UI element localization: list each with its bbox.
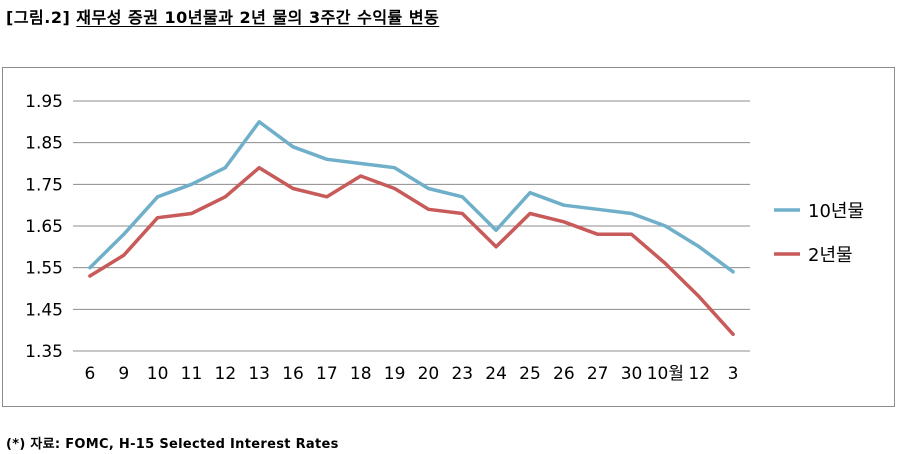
data-point	[731, 333, 735, 336]
data-point	[88, 266, 92, 269]
data-point	[427, 208, 430, 211]
x-tick-label: 12	[688, 364, 710, 384]
x-tick-label: 13	[248, 364, 270, 384]
data-point	[190, 183, 193, 186]
x-tick-label: 16	[282, 364, 304, 384]
series-line-1	[88, 120, 735, 274]
x-tick-label: 18	[350, 364, 372, 384]
x-tick-label: 30	[621, 364, 643, 384]
y-tick-label: 1.55	[25, 259, 63, 279]
data-point	[630, 233, 633, 236]
source-note: (*) 자료: FOMC, H-15 Selected Interest Rat…	[6, 437, 339, 452]
data-point	[528, 212, 532, 215]
data-point	[698, 295, 701, 299]
data-point	[359, 174, 362, 178]
data-point	[494, 228, 498, 232]
data-point	[156, 195, 159, 199]
data-point	[359, 162, 362, 165]
data-point	[291, 145, 295, 149]
x-tick-label: 10월	[647, 364, 684, 384]
data-point	[427, 187, 430, 190]
x-tick-label: 9	[118, 364, 129, 384]
data-point	[562, 220, 566, 224]
data-point	[528, 191, 532, 194]
data-point	[562, 203, 566, 207]
data-point	[494, 245, 498, 249]
x-tick-label: 23	[451, 364, 473, 384]
y-tick-label: 1.65	[25, 217, 63, 237]
figure-title: [그림.2] 재무성 증권 10년물과 2년 물의 3주간 수익률 변동	[6, 4, 439, 28]
data-point	[664, 262, 667, 265]
data-point	[122, 253, 125, 257]
data-point	[596, 208, 599, 211]
x-tick-label: 20	[418, 364, 440, 384]
legend-label: 2년물	[808, 245, 853, 266]
x-tick-label: 19	[384, 364, 406, 384]
series-line-2	[88, 165, 735, 337]
x-tick-label: 25	[519, 364, 541, 384]
legend: 10년물 2년물	[774, 201, 864, 266]
data-point	[630, 212, 633, 215]
x-tick-label: 3	[728, 364, 739, 384]
x-tick-label: 12	[215, 364, 237, 384]
data-point	[393, 187, 396, 190]
data-point	[664, 224, 667, 228]
y-tick-label: 1.45	[25, 300, 63, 320]
data-point	[325, 158, 329, 161]
data-point	[325, 195, 329, 199]
data-point	[190, 212, 193, 215]
data-point	[224, 166, 227, 169]
figure-title-text: 재무성 증권 10년물과 2년 물의 3주간 수익률 변동	[76, 8, 440, 27]
x-axis-labels: 6 9 10 11 12 13 16 17 18 19 20 23 24 25 26 27 30 10월 12 3	[85, 364, 739, 384]
x-tick-label: 6	[85, 364, 96, 384]
data-point	[461, 195, 464, 199]
y-axis-labels: 1.35 1.45 1.55 1.65 1.75 1.85 1.95	[25, 92, 63, 362]
data-point	[596, 233, 599, 236]
data-point	[122, 233, 125, 236]
x-tick-label: 24	[485, 364, 507, 384]
y-tick-label: 1.85	[25, 134, 63, 154]
figure-number: [그림.2]	[6, 8, 71, 27]
y-tick-label: 1.35	[25, 342, 63, 362]
data-point	[461, 212, 464, 215]
chart-frame	[2, 67, 895, 407]
y-tick-label: 1.95	[25, 92, 63, 112]
series-lines	[88, 120, 735, 337]
x-tick-label: 11	[181, 364, 203, 384]
gridlines	[73, 100, 750, 352]
data-point	[224, 195, 227, 199]
y-tick-label: 1.75	[25, 175, 63, 195]
x-tick-label: 17	[316, 364, 338, 384]
legend-label: 10년물	[808, 201, 864, 222]
x-tick-label: 10	[147, 364, 169, 384]
x-tick-label: 26	[553, 364, 575, 384]
data-point	[731, 270, 735, 274]
data-point	[257, 120, 261, 124]
data-point	[698, 245, 701, 249]
data-point	[393, 166, 396, 169]
x-tick-label: 27	[587, 364, 609, 384]
data-point	[88, 274, 92, 278]
data-point	[156, 216, 159, 219]
data-point	[257, 166, 261, 169]
line-chart: 1.35 1.45 1.55 1.65 1.75 1.85 1.95 6 9 10 11 12 13 1…	[2, 67, 895, 407]
data-point	[291, 187, 295, 190]
chart-container: 1.35 1.45 1.55 1.65 1.75 1.85 1.95 6 9 10 11 12 13 1…	[2, 67, 895, 407]
